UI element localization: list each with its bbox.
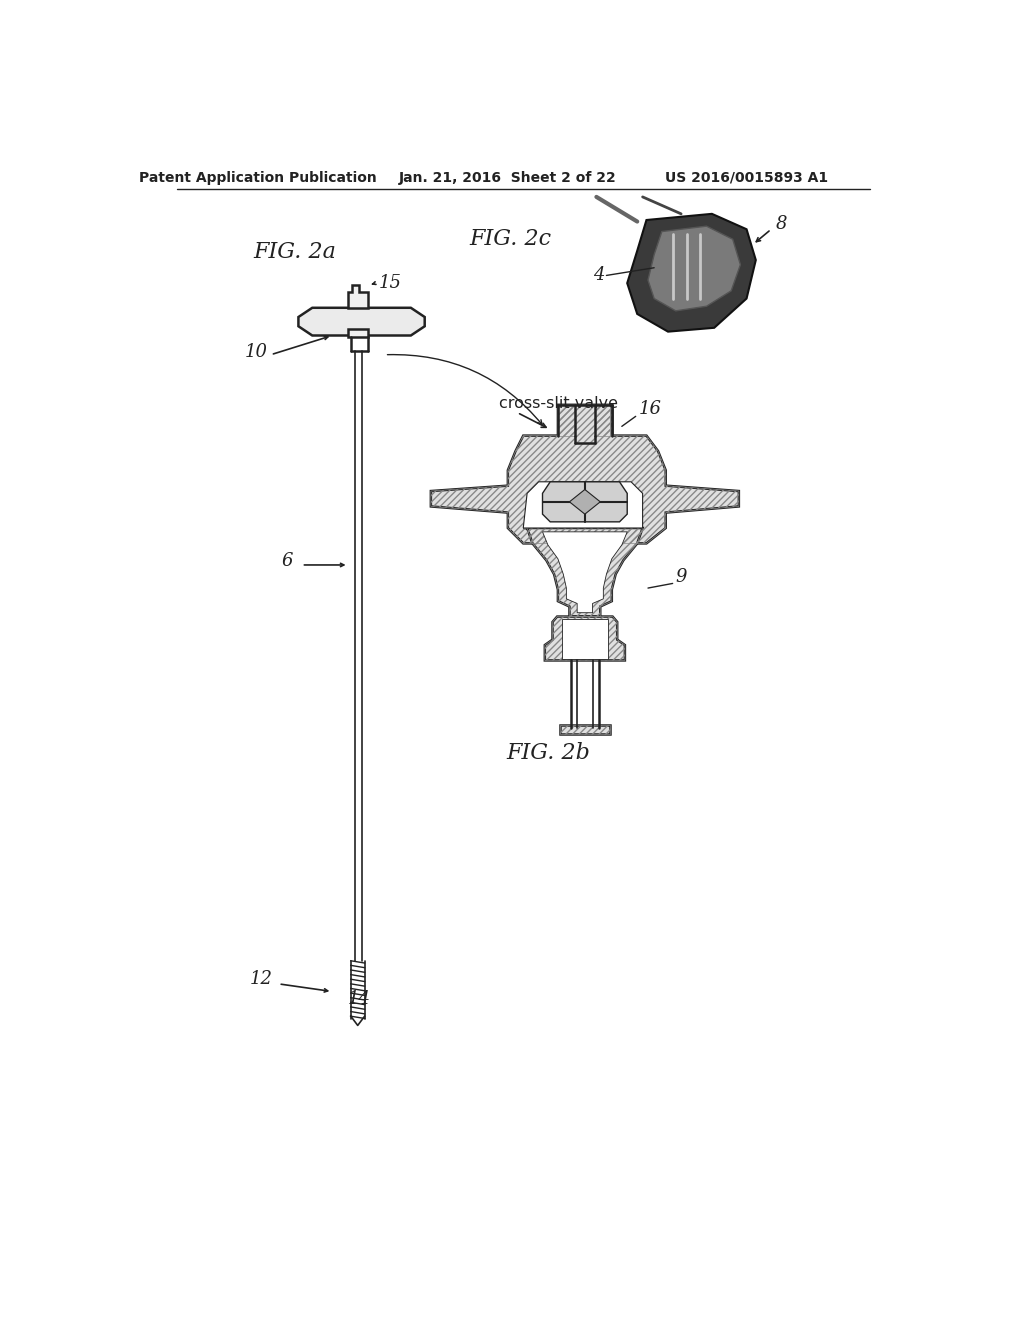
Text: 16: 16 — [639, 400, 662, 418]
Bar — [595, 405, 611, 436]
Text: Patent Application Publication: Patent Application Publication — [138, 170, 377, 185]
Text: 9: 9 — [676, 568, 687, 586]
Polygon shape — [545, 616, 625, 660]
Text: 4: 4 — [593, 267, 604, 284]
Bar — [558, 405, 574, 436]
Polygon shape — [569, 490, 600, 515]
Text: 14: 14 — [348, 990, 371, 1008]
Polygon shape — [523, 482, 643, 528]
Polygon shape — [523, 528, 643, 616]
Bar — [560, 725, 609, 734]
Text: cross-slit valve: cross-slit valve — [499, 396, 617, 411]
Text: FIG. 2c: FIG. 2c — [469, 228, 552, 251]
Polygon shape — [648, 226, 740, 312]
Text: 12: 12 — [250, 970, 273, 987]
Bar — [558, 405, 574, 436]
Polygon shape — [543, 482, 628, 521]
Bar — [562, 619, 608, 659]
Text: 6: 6 — [282, 553, 293, 570]
Text: 8: 8 — [776, 215, 787, 234]
Text: 10: 10 — [245, 343, 267, 362]
Bar — [595, 405, 611, 436]
Text: FIG. 2b: FIG. 2b — [506, 742, 590, 764]
Polygon shape — [298, 308, 425, 335]
Text: FIG. 2a: FIG. 2a — [254, 242, 337, 264]
Polygon shape — [628, 214, 756, 331]
Text: 15: 15 — [379, 275, 401, 292]
Polygon shape — [348, 285, 368, 308]
Bar — [348, 330, 368, 337]
Polygon shape — [543, 532, 628, 612]
Bar — [560, 725, 609, 734]
Text: US 2016/0015893 A1: US 2016/0015893 A1 — [665, 170, 828, 185]
Text: Jan. 21, 2016  Sheet 2 of 22: Jan. 21, 2016 Sheet 2 of 22 — [399, 170, 616, 185]
Polygon shape — [431, 405, 739, 544]
